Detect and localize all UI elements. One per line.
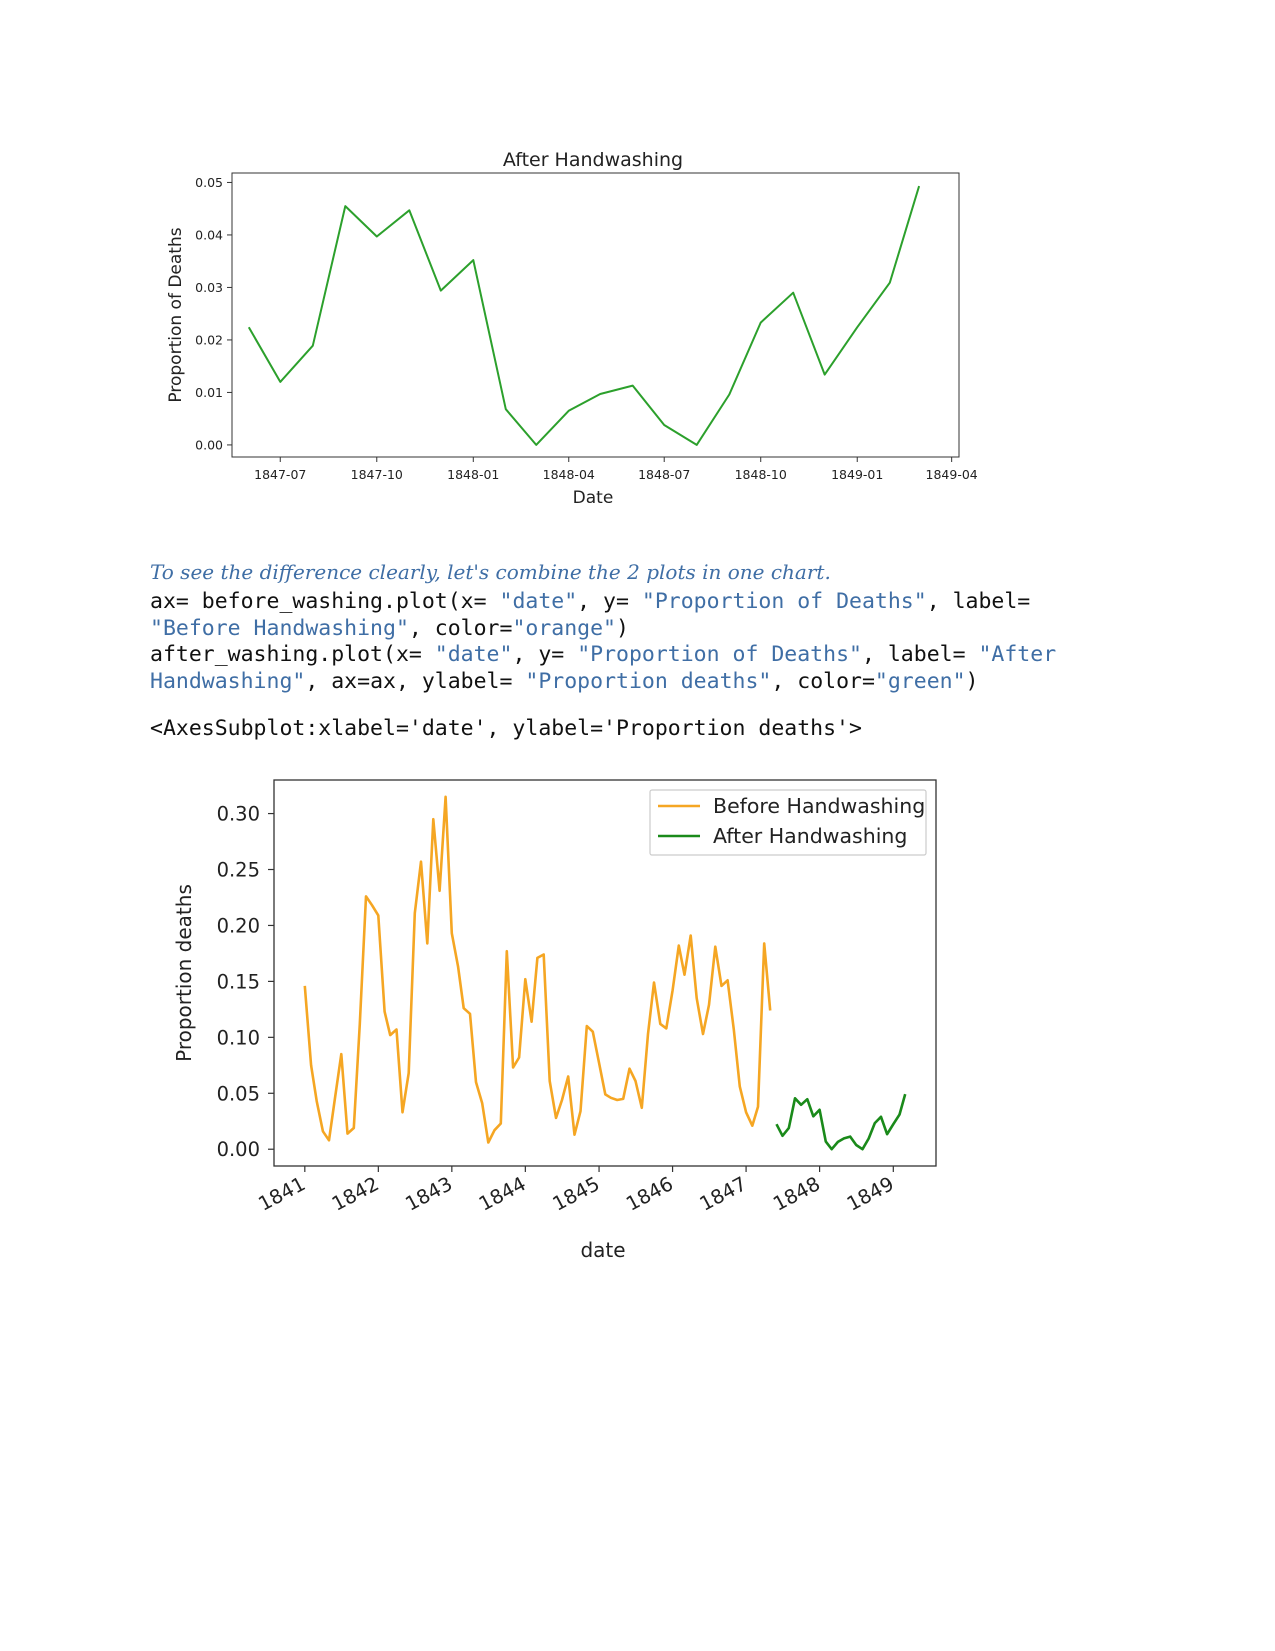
chart2-legend: Before Handwashing After Handwashing <box>649 789 927 856</box>
chart1-x-tick-label: 1848-04 <box>543 467 595 482</box>
chart1-y-tick-label: 0.01 <box>195 385 223 400</box>
explanatory-note: To see the difference clearly, let's com… <box>150 560 831 584</box>
chart2-plot-frame <box>273 779 937 1167</box>
code-token: , ax=ax, ylabel= <box>305 668 526 694</box>
chart1-x-tick-label: 1848-01 <box>447 467 499 482</box>
code-string: "Before Handwashing" <box>150 615 409 641</box>
chart2-x-tick-label: 1849 <box>843 1172 898 1216</box>
chart1-x-tick-label: 1848-10 <box>735 467 787 482</box>
code-token: ) <box>965 668 979 694</box>
chart2-x-tick-label: 1846 <box>622 1172 677 1216</box>
chart2-y-tick-label: 0.15 <box>217 970 260 993</box>
chart1-x-tick-label: 1849-04 <box>926 467 978 482</box>
cell-output: <AxesSubplot:xlabel='date', ylabel='Prop… <box>150 716 862 741</box>
after-handwashing-chart: After Handwashing 0.000.010.020.030.040.… <box>166 149 978 508</box>
chart1-x-tick-label: 1847-10 <box>351 467 403 482</box>
chart1-y-ticks: 0.00 0.01 0.02 0.03 0.04 0.05 <box>195 175 232 452</box>
chart1-x-tick-label: 1847-07 <box>254 467 306 482</box>
code-line-3: after_washing.plot(x= "date", y= "Propor… <box>150 642 1210 669</box>
chart1-y-tick-label: 0.04 <box>195 227 223 242</box>
chart2-y-tick-label: 0.00 <box>217 1138 260 1161</box>
chart2-series-line <box>775 1093 907 1151</box>
chart1-y-tick-label: 0.00 <box>195 437 223 452</box>
code-line-4: Handwashing", ax=ax, ylabel= "Proportion… <box>150 669 1210 696</box>
chart2-y-tick-label: 0.20 <box>217 914 260 937</box>
chart2-y-ticks: 0.00 0.05 0.10 0.15 0.20 0.25 0.30 <box>217 803 274 1161</box>
chart2-x-axis-label: date <box>580 1238 625 1262</box>
code-line-1: ax= before_washing.plot(x= "date", y= "P… <box>150 589 1210 616</box>
chart2-series-line <box>303 795 772 1144</box>
code-token: ) <box>616 615 629 641</box>
chart2-x-tick-label: 1844 <box>475 1172 530 1216</box>
chart1-series-line <box>247 185 921 446</box>
legend-label-after: After Handwashing <box>713 824 907 848</box>
code-string: "date" <box>434 642 513 667</box>
chart1-plot-frame <box>231 172 960 458</box>
chart1-y-tick-label: 0.05 <box>195 175 223 190</box>
chart1-x-axis-label: Date <box>573 488 614 508</box>
chart2-y-tick-label: 0.10 <box>217 1026 260 1049</box>
chart2-y-tick-label: 0.05 <box>217 1082 260 1105</box>
chart1-x-ticks: 1847-07 1847-10 1848-01 1848-04 1848-07 1848-… <box>254 457 978 482</box>
code-string: "orange" <box>512 615 617 641</box>
code-token: , y= <box>577 589 642 614</box>
chart2-series-layer <box>303 795 907 1151</box>
chart2-x-ticks: 1841 1842 1843 1844 1845 1846 1847 1848 1849 <box>255 1166 898 1216</box>
chart2-x-tick-label: 1848 <box>769 1172 824 1216</box>
code-string: "Proportion of Deaths" <box>641 589 927 614</box>
code-token: , color= <box>408 615 513 641</box>
chart2-y-axis-label: Proportion deaths <box>172 884 196 1062</box>
code-string: "green" <box>874 668 966 694</box>
code-token: after_washing.plot(x= <box>150 642 435 667</box>
chart2-y-tick-label: 0.30 <box>217 803 260 826</box>
chart2-x-tick-label: 1842 <box>328 1172 383 1216</box>
code-token: , label= <box>861 642 979 667</box>
code-token: , y= <box>512 642 578 667</box>
code-string: "Proportion of Deaths" <box>577 642 862 667</box>
chart1-y-axis-label: Proportion of Deaths <box>166 227 186 402</box>
chart2-x-tick-label: 1847 <box>696 1172 751 1216</box>
code-token: , color= <box>771 668 875 694</box>
code-string: "Proportion deaths" <box>525 668 772 694</box>
combined-handwashing-chart: 0.000.050.100.150.200.250.30 1841 1842 184… <box>172 779 937 1262</box>
chart2-y-tick-label: 0.25 <box>217 859 260 882</box>
code-string: "After <box>978 642 1057 667</box>
code-cell: ax= before_washing.plot(x= "date", y= "P… <box>150 589 1210 695</box>
code-token: ax= before_washing.plot(x= <box>150 589 500 614</box>
code-token: , label= <box>926 589 1031 614</box>
chart1-y-tick-label: 0.03 <box>195 280 223 295</box>
chart2-x-tick-label: 1841 <box>255 1172 310 1216</box>
chart1-series-layer <box>247 185 921 446</box>
code-string: "date" <box>499 589 578 614</box>
chart2-x-tick-label: 1845 <box>549 1172 604 1216</box>
code-line-2: "Before Handwashing", color="orange") <box>150 616 1210 643</box>
chart1-title: After Handwashing <box>503 149 683 171</box>
chart1-y-tick-label: 0.02 <box>195 332 223 347</box>
legend-label-before: Before Handwashing <box>713 794 925 818</box>
chart1-x-tick-label: 1848-07 <box>638 467 690 482</box>
code-string: Handwashing" <box>150 668 306 694</box>
legend-box <box>649 789 927 856</box>
chart1-x-tick-label: 1849-01 <box>831 467 883 482</box>
chart2-x-tick-label: 1843 <box>402 1172 457 1216</box>
